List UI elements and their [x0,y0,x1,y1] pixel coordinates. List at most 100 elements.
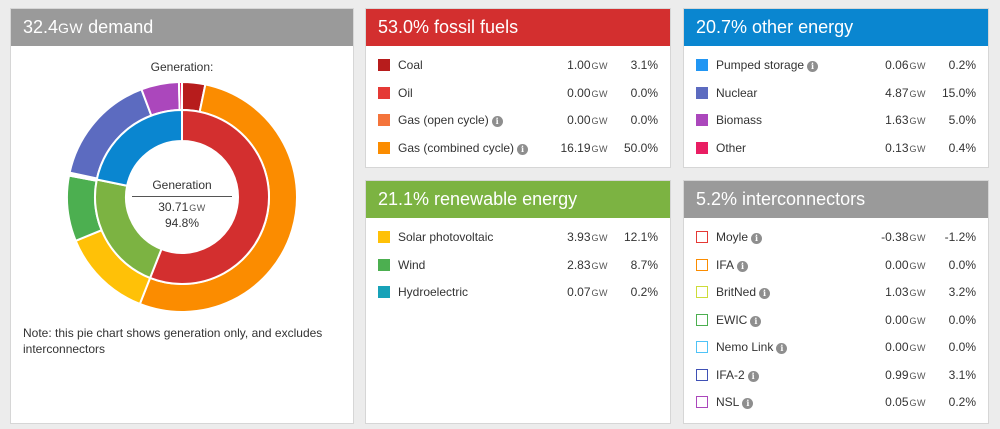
color-swatch [696,114,708,126]
source-name: EWIC [716,312,748,327]
source-label: Gas (open cycle) i [398,113,503,127]
source-percentage: 12.1% [623,230,658,244]
source-percentage: 0.4% [948,140,976,155]
info-icon[interactable]: i [807,61,819,72]
source-output: 0.13GW [885,141,926,155]
source-row-pumped-storage: Pumped storage i 0.06GW 0.2% [696,58,976,86]
source-output-value: 0.05 [885,395,909,409]
source-percentage: 0.2% [630,285,658,299]
source-percentage: 0.0% [630,113,658,127]
source-label: Other [716,141,746,155]
inner-slice-fossil-fuels[interactable] [148,108,270,285]
source-output-unit: GW [909,343,926,353]
info-icon[interactable]: i [491,116,503,127]
source-row-moyle: Moyle i -0.38GW -1.2% [696,230,976,258]
source-name: IFA [716,257,735,272]
source-output: 0.00GW [885,340,926,354]
source-name: Moyle [716,230,749,244]
color-swatch [696,258,708,271]
source-output: 16.19GW [560,141,608,155]
info-icon[interactable]: i [517,143,529,155]
source-output-value: 3.93 [567,230,591,244]
source-label: Biomass [716,113,762,127]
renewable-energy-header: 21.1% renewable energy [366,181,670,218]
interconnectors-list: Moyle i -0.38GW -1.2% IFA i 0.00GW 0.0% BritNed i… [696,230,976,423]
demand-value: 32.4 [23,17,59,37]
source-name: Hydroelectric [398,285,469,299]
source-row-ewic: EWIC i 0.00GW 0.0% [696,313,976,341]
source-output-unit: GW [909,288,926,298]
donut-center-unit: GW [189,203,206,213]
source-name: Oil [398,85,413,100]
source-label: NSL i [716,395,754,409]
source-name: Nuclear [716,85,758,100]
demand-header: 32.4GW demand [11,9,353,46]
info-icon[interactable]: i [742,398,754,409]
info-icon[interactable]: i [751,233,763,244]
color-swatch [696,141,708,154]
source-percentage: 0.0% [948,340,976,354]
source-name: Gas (combined cycle) [398,140,515,155]
source-output-unit: GW [909,260,926,271]
source-output: 0.00GW [567,86,608,100]
source-percentage: 0.0% [948,257,976,272]
info-icon[interactable]: i [759,288,771,299]
source-row-solar-photovoltaic: Solar photovoltaic 3.93GW 12.1% [378,230,658,258]
color-swatch [378,286,390,298]
source-percentage: 5.0% [948,113,976,127]
other-energy-header: 20.7% other energy [684,9,988,46]
source-label: Nemo Link i [716,340,788,354]
source-name: IFA-2 [716,367,745,382]
info-icon[interactable]: i [747,370,759,382]
source-output: 0.05GW [885,395,926,409]
color-swatch [378,141,390,154]
source-output-unit: GW [909,233,926,243]
other-energy-panel: 20.7% other energy Pumped storage i 0.06GW… [683,8,989,168]
source-output-unit: GW [909,61,926,71]
info-icon[interactable]: i [737,260,749,272]
source-label: Coal [398,58,423,72]
source-row-wind: Wind 2.83GW 8.7% [378,258,658,286]
outer-slice-other[interactable] [177,82,183,112]
source-row-nsl: NSL i 0.05GW 0.2% [696,395,976,423]
source-label: Nuclear [716,86,757,100]
source-output-unit: GW [909,315,926,326]
source-label: Gas (combined cycle) i [398,140,529,155]
source-label: Hydroelectric [398,285,468,299]
source-name: Nemo Link [716,340,774,354]
source-output-value: 0.07 [567,285,591,299]
color-swatch [696,313,708,326]
info-icon[interactable]: i [776,343,788,354]
source-row-other: Other 0.13GW 0.4% [696,140,976,168]
source-row-gas-open-cycle: Gas (open cycle) i 0.00GW 0.0% [378,113,658,141]
donut-center-pct: 94.8% [164,216,200,230]
source-output-unit: GW [591,288,608,298]
source-name: Coal [398,58,423,72]
info-icon[interactable]: i [750,315,762,327]
source-percentage: 0.0% [630,85,658,100]
color-swatch [696,59,708,71]
source-row-britned: BritNed i 1.03GW 3.2% [696,285,976,313]
color-swatch [696,86,708,99]
source-output: 0.99GW [885,368,926,382]
source-output-value: 2.83 [567,257,591,272]
source-name: Solar photovoltaic [398,230,494,244]
source-label: Wind [398,258,425,272]
fossil-fuels-list: Coal 1.00GW 3.1% Oil 0.00GW 0.0% Gas (open cyc… [378,58,658,167]
color-swatch [378,258,390,271]
source-label: IFA-2 i [716,368,759,382]
source-output-value: 0.00 [885,257,909,272]
source-output-unit: GW [591,233,608,243]
source-name: Biomass [716,113,763,127]
color-swatch [378,231,390,243]
source-output-value: 16.19 [560,140,591,155]
source-name: Pumped storage [716,58,805,72]
chart-note: Note: this pie chart shows generation on… [23,326,323,356]
source-output: 4.87GW [885,86,926,100]
source-label: IFA i [716,257,749,272]
source-output: -0.38GW [881,230,926,244]
source-output-unit: GW [591,61,608,71]
source-label: Pumped storage i [716,58,819,72]
source-output-unit: GW [909,116,926,126]
source-output-unit: GW [909,143,926,154]
